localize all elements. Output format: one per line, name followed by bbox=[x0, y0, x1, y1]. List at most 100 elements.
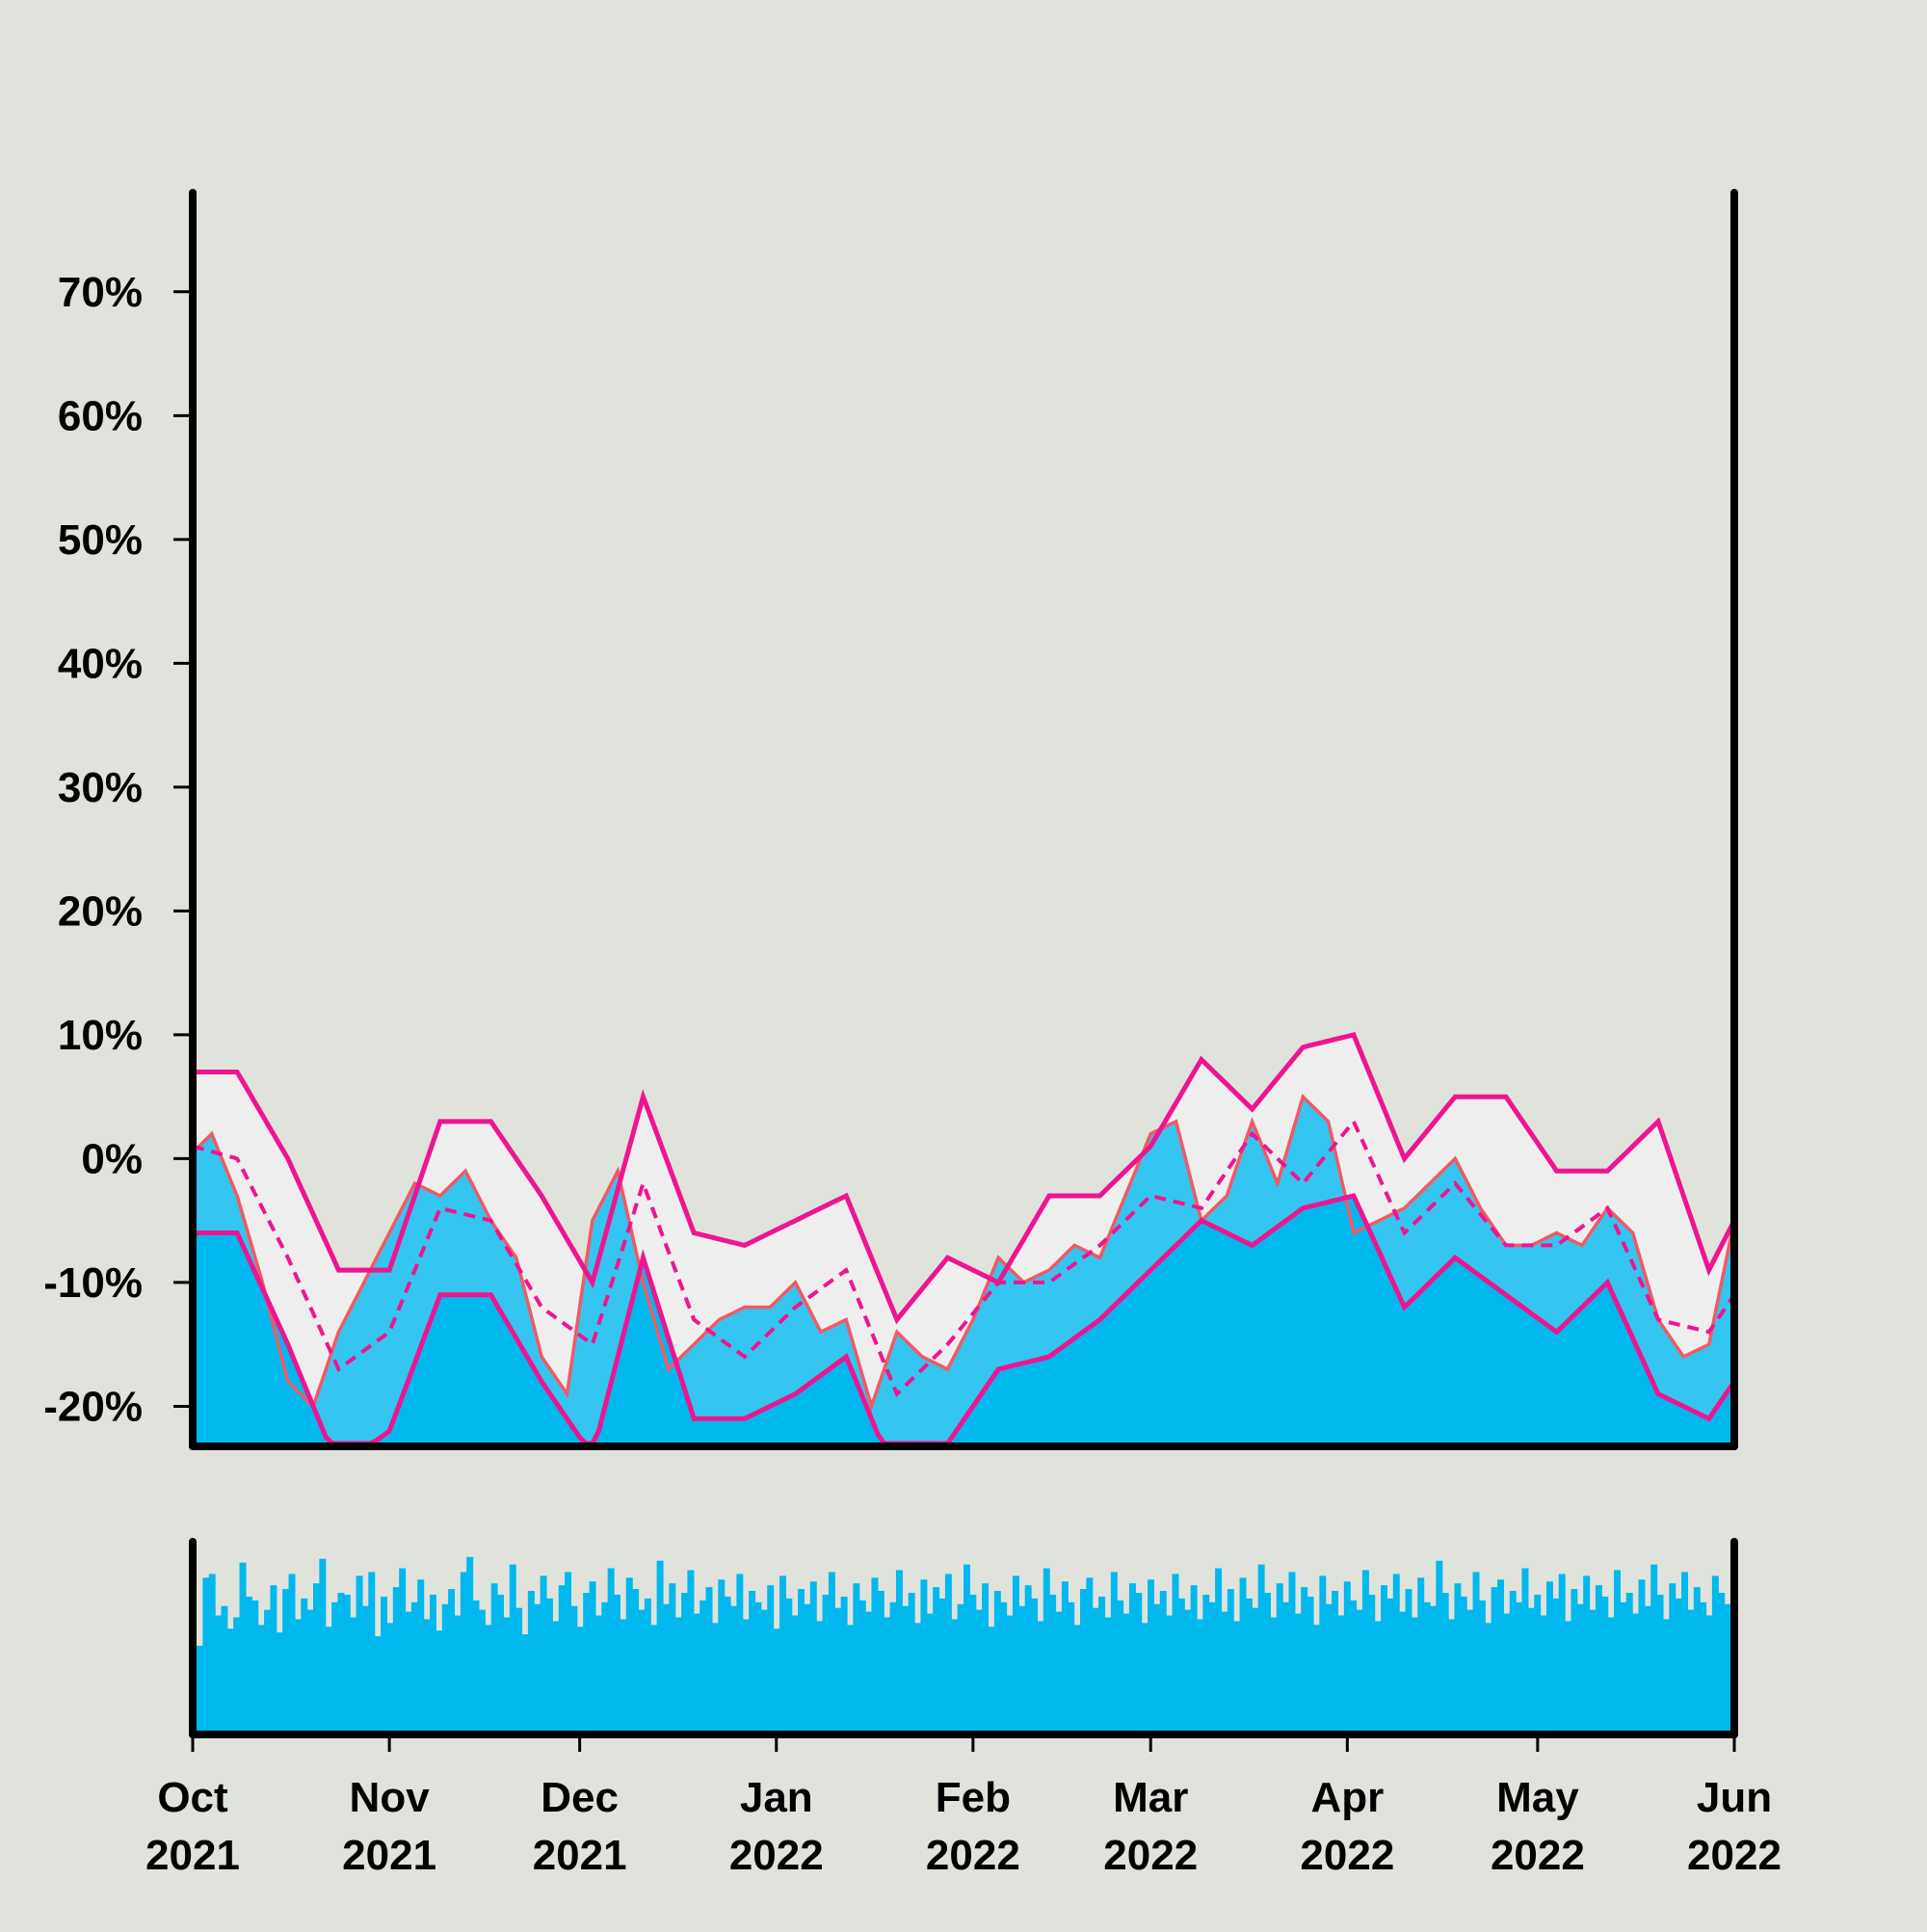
volume-bar bbox=[1202, 1594, 1210, 1734]
x-tick-label-year: 2022 bbox=[729, 1832, 824, 1879]
volume-bar bbox=[969, 1594, 977, 1734]
volume-bar bbox=[1681, 1572, 1689, 1734]
volume-bar bbox=[1466, 1609, 1474, 1734]
volume-bar bbox=[1208, 1601, 1216, 1734]
volume-bar bbox=[1491, 1587, 1498, 1734]
volume-bar bbox=[1583, 1575, 1591, 1734]
lower-band-area bbox=[193, 1196, 1734, 1443]
volume-bar bbox=[908, 1593, 915, 1734]
volume-bar bbox=[441, 1603, 449, 1734]
volume-bar bbox=[478, 1609, 486, 1734]
volume-bar bbox=[1227, 1589, 1234, 1734]
volume-bar bbox=[625, 1577, 633, 1734]
volume-bar bbox=[1141, 1623, 1148, 1734]
volume-bar bbox=[1521, 1568, 1529, 1734]
volume-bar bbox=[1625, 1593, 1633, 1734]
volume-bar bbox=[1534, 1594, 1542, 1734]
volume-bar bbox=[1429, 1605, 1437, 1734]
volume-bar bbox=[1472, 1572, 1480, 1734]
volume-bar bbox=[1516, 1601, 1523, 1734]
x-tick-label-year: 2022 bbox=[1300, 1832, 1394, 1879]
volume-bar bbox=[711, 1623, 719, 1734]
volume-bar bbox=[1644, 1605, 1651, 1734]
volume-bar bbox=[614, 1594, 620, 1734]
volume-bar bbox=[1368, 1594, 1376, 1734]
volume-bar bbox=[669, 1583, 676, 1734]
volume-bar bbox=[1540, 1615, 1547, 1734]
volume-bar bbox=[1037, 1621, 1044, 1734]
volume-bar bbox=[693, 1613, 700, 1734]
volume-bar bbox=[601, 1601, 609, 1734]
volume-bar bbox=[350, 1617, 357, 1734]
x-tick-label-year: 2021 bbox=[533, 1832, 627, 1879]
volume-bar bbox=[429, 1594, 436, 1734]
volume-bar bbox=[1423, 1601, 1431, 1734]
volume-bar bbox=[644, 1598, 651, 1734]
volume-bar bbox=[509, 1564, 516, 1734]
volume-bar bbox=[1117, 1600, 1124, 1734]
volume-bar bbox=[301, 1598, 308, 1734]
volume-bar bbox=[245, 1596, 252, 1734]
volume-bar bbox=[1245, 1598, 1253, 1734]
volume-bar bbox=[1669, 1583, 1676, 1734]
volume-bar bbox=[1215, 1568, 1223, 1734]
x-tick-label-year: 2021 bbox=[145, 1832, 240, 1879]
volume-bar bbox=[1392, 1574, 1400, 1734]
volume-bar bbox=[466, 1556, 474, 1734]
volume-bar bbox=[460, 1572, 467, 1734]
volume-bar bbox=[1417, 1577, 1425, 1734]
volume-bar bbox=[527, 1591, 535, 1734]
volume-bar bbox=[1257, 1564, 1265, 1734]
volume-bar bbox=[1399, 1611, 1407, 1734]
volume-bar bbox=[957, 1603, 964, 1734]
volume-bar bbox=[1448, 1619, 1456, 1734]
volume-bar bbox=[399, 1568, 407, 1734]
volume-bar bbox=[1196, 1619, 1203, 1734]
volume-bar bbox=[1558, 1574, 1566, 1734]
volume-bar bbox=[1343, 1581, 1351, 1734]
volume-bar bbox=[1294, 1613, 1302, 1734]
volume-bar bbox=[1552, 1598, 1560, 1734]
volume-bar bbox=[1018, 1605, 1026, 1734]
x-tick-label-year: 2022 bbox=[1103, 1832, 1198, 1879]
x-tick-label-month: May bbox=[1496, 1774, 1579, 1821]
volume-bar bbox=[306, 1609, 314, 1734]
volume-bar bbox=[1405, 1589, 1412, 1734]
volume-bar bbox=[226, 1628, 234, 1734]
volume-bar bbox=[331, 1601, 339, 1734]
volume-bar bbox=[1576, 1603, 1584, 1734]
volume-bar bbox=[1356, 1609, 1363, 1734]
volume-bar bbox=[1632, 1613, 1640, 1734]
volume-bar bbox=[1153, 1603, 1161, 1734]
volume-bar bbox=[1288, 1572, 1296, 1734]
volume-bar bbox=[724, 1596, 731, 1734]
volume-bar bbox=[607, 1568, 615, 1734]
x-tick-label-month: Apr bbox=[1310, 1774, 1384, 1821]
volume-bar bbox=[785, 1598, 793, 1734]
volume-bar bbox=[576, 1627, 584, 1734]
volume-bar bbox=[853, 1583, 860, 1734]
volume-bar bbox=[565, 1572, 572, 1734]
volume-bar bbox=[1282, 1601, 1290, 1734]
volume-bar bbox=[1693, 1587, 1701, 1734]
volume-bar bbox=[1460, 1596, 1467, 1734]
volume-bar bbox=[809, 1581, 817, 1734]
volume-bar bbox=[545, 1598, 553, 1734]
volume-bar bbox=[1221, 1611, 1228, 1734]
volume-bar bbox=[282, 1589, 290, 1734]
volume-bar bbox=[257, 1625, 265, 1734]
volume-bar bbox=[405, 1611, 412, 1734]
plot-area bbox=[193, 1031, 1734, 1443]
volume-bar bbox=[264, 1609, 272, 1734]
volume-bar bbox=[822, 1594, 830, 1734]
volume-bar bbox=[1166, 1615, 1174, 1734]
volume-bar bbox=[1104, 1617, 1112, 1734]
volume-bar bbox=[325, 1627, 332, 1734]
volume-bar bbox=[1497, 1579, 1504, 1734]
x-tick-label-year: 2022 bbox=[926, 1832, 1020, 1879]
volume-bar bbox=[742, 1619, 750, 1734]
volume-bar bbox=[773, 1628, 780, 1734]
volume-bar bbox=[521, 1634, 529, 1734]
volume-bar bbox=[736, 1574, 744, 1734]
